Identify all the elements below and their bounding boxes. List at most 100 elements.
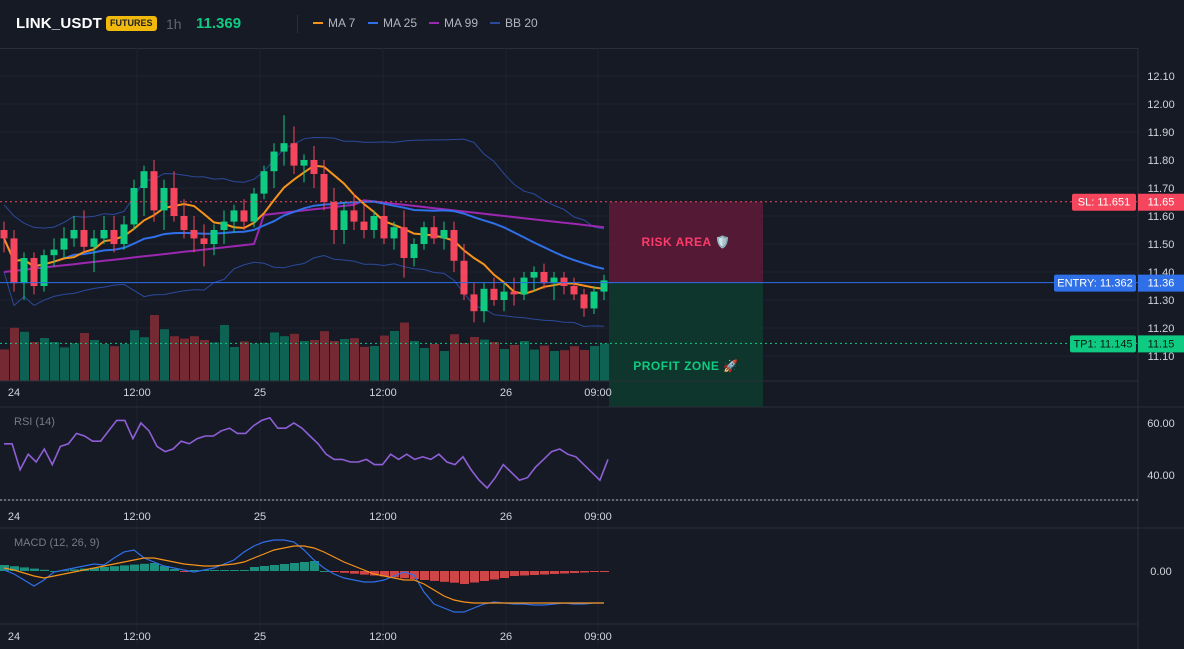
time-tick-label: 26 bbox=[500, 511, 512, 523]
legend-ma7[interactable]: MA 7 bbox=[313, 16, 355, 30]
macd-histogram-bar bbox=[60, 570, 69, 572]
candle-body bbox=[540, 272, 548, 284]
time-tick-label: 12:00 bbox=[123, 387, 151, 399]
entry-tag-axis-value: 11.36 bbox=[1148, 278, 1175, 290]
candle bbox=[90, 230, 98, 272]
volume-bar bbox=[70, 343, 79, 381]
candle-body bbox=[430, 227, 438, 239]
candle-body bbox=[250, 193, 258, 222]
candle-body bbox=[310, 160, 318, 174]
candle-body bbox=[260, 171, 268, 194]
price-tick-label: 11.30 bbox=[1148, 295, 1175, 307]
volume-bar bbox=[480, 339, 489, 381]
ma99-swatch bbox=[429, 22, 439, 24]
candle bbox=[460, 244, 468, 300]
legend-ma25[interactable]: MA 25 bbox=[368, 16, 417, 30]
candle bbox=[280, 115, 288, 166]
candle bbox=[40, 249, 48, 292]
entry-tag-text: ENTRY: 11.362 bbox=[1057, 278, 1132, 290]
macd-histogram-bar bbox=[470, 571, 479, 583]
candle-body bbox=[330, 202, 338, 230]
volume-bar bbox=[180, 338, 189, 381]
time-tick-label: 12:00 bbox=[369, 631, 397, 643]
volume-bar bbox=[10, 327, 19, 381]
legend-bb20[interactable]: BB 20 bbox=[490, 16, 538, 30]
legend-ma99[interactable]: MA 99 bbox=[429, 16, 478, 30]
candle bbox=[560, 272, 568, 295]
macd-histogram-bar bbox=[400, 571, 409, 579]
candle-body bbox=[140, 171, 148, 188]
timeframe-selector[interactable]: 1h bbox=[166, 16, 182, 32]
macd-histogram-bar bbox=[560, 571, 569, 574]
axes: 12.1012.0011.9011.8011.7011.6011.5011.40… bbox=[0, 48, 1184, 649]
macd-pane: MACD (12, 26, 9) 0.00 bbox=[0, 537, 1172, 613]
macd-histogram-bar bbox=[350, 571, 359, 574]
macd-histogram-bar bbox=[30, 568, 39, 571]
macd-histogram-bar bbox=[210, 570, 219, 571]
profit-zone bbox=[609, 282, 763, 407]
candle-body bbox=[10, 238, 18, 284]
volume-bar bbox=[560, 350, 569, 381]
macd-histogram-bar bbox=[600, 571, 609, 572]
time-tick-label: 26 bbox=[500, 387, 512, 399]
candle bbox=[430, 216, 438, 244]
candle bbox=[180, 199, 188, 239]
macd-histogram-bar bbox=[120, 565, 129, 571]
volume-bar bbox=[60, 347, 69, 381]
macd-histogram-bar bbox=[370, 571, 379, 576]
macd-histogram-bar bbox=[110, 566, 119, 571]
time-tick-label: 25 bbox=[254, 387, 266, 399]
volume-bar bbox=[210, 342, 219, 381]
macd-histogram-bar bbox=[430, 571, 439, 581]
candlesticks[interactable] bbox=[0, 115, 608, 323]
candle bbox=[200, 224, 208, 267]
macd-histogram-bar bbox=[540, 571, 549, 575]
volume-bar bbox=[600, 343, 609, 381]
candle-body bbox=[170, 188, 178, 216]
price-tick-label: 11.50 bbox=[1148, 239, 1175, 251]
entry-tag: ENTRY: 11.362 11.36 bbox=[1054, 274, 1184, 292]
macd-histogram-bar bbox=[20, 567, 29, 571]
candle-body bbox=[530, 272, 538, 278]
volume-bar bbox=[240, 341, 249, 381]
candle-body bbox=[100, 230, 108, 239]
candle bbox=[80, 210, 88, 253]
candle bbox=[410, 238, 418, 267]
candle-body bbox=[480, 288, 488, 312]
time-tick-label: 09:00 bbox=[584, 387, 612, 399]
entry-tag-axis-box bbox=[1138, 274, 1184, 292]
volume-bar bbox=[580, 350, 589, 381]
volume-bar bbox=[300, 341, 309, 381]
candle bbox=[260, 165, 268, 200]
candle-body bbox=[190, 230, 198, 239]
candle bbox=[480, 283, 488, 323]
candle-body bbox=[490, 288, 498, 300]
macd-histogram-bar bbox=[270, 565, 279, 571]
volume-bar bbox=[390, 331, 399, 381]
symbol-name[interactable]: LINK_USDT bbox=[16, 15, 102, 32]
candle bbox=[450, 221, 458, 272]
candle bbox=[50, 238, 58, 267]
candle-body bbox=[320, 174, 328, 202]
volume-bar bbox=[460, 343, 469, 381]
candle bbox=[370, 210, 378, 239]
candle bbox=[490, 277, 498, 306]
candle bbox=[110, 216, 118, 253]
volume-bar bbox=[340, 339, 349, 381]
price-tick-label: 11.90 bbox=[1148, 127, 1175, 139]
volume-bar bbox=[30, 342, 39, 381]
volume-bar bbox=[270, 332, 279, 381]
time-tick-label: 24 bbox=[8, 511, 20, 523]
rsi-title: RSI (14) bbox=[14, 416, 55, 428]
macd-histogram-bar bbox=[90, 567, 99, 571]
macd-histogram-bar bbox=[340, 571, 349, 573]
candle-body bbox=[80, 230, 88, 247]
volume-bars bbox=[0, 315, 609, 381]
candle bbox=[70, 216, 78, 247]
candle-body bbox=[420, 227, 428, 244]
volume-bar bbox=[540, 345, 549, 381]
futures-badge: FUTURES bbox=[106, 16, 157, 31]
profit-zone-label: PROFIT ZONE 🚀 bbox=[633, 359, 738, 373]
candle-body bbox=[150, 171, 158, 211]
